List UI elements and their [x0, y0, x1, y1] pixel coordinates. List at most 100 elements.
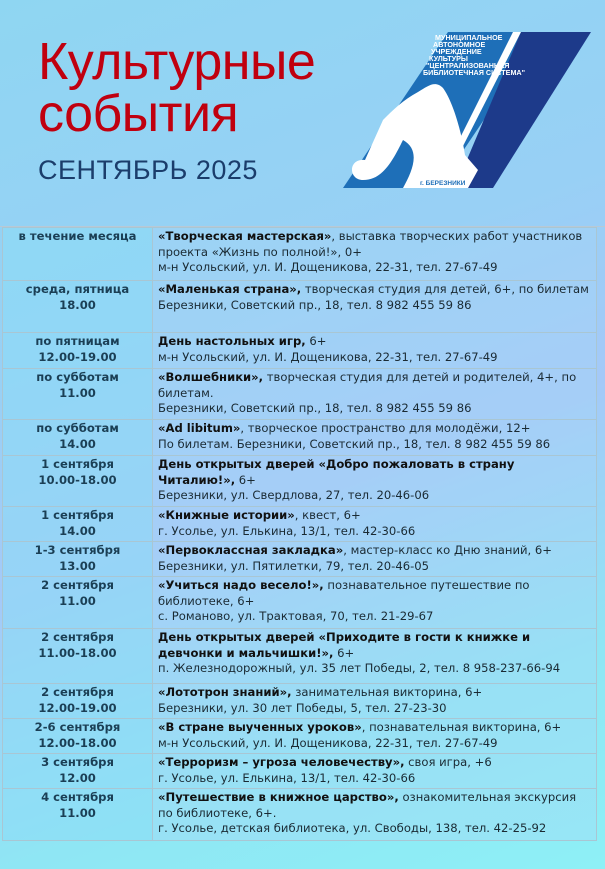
event-title: «В стране выученных уроков» — [158, 720, 362, 734]
event-date: 2 сентября — [41, 630, 114, 644]
event-time: 13.00 — [59, 558, 96, 573]
event-title: День открытых дверей «Приходите в гости … — [158, 630, 531, 660]
event-date-cell: 1 сентября 10.00-18.00 — [2, 455, 153, 507]
event-row: 4 сентября 11.00 «Путешествие в книжное … — [2, 788, 597, 841]
event-address: Березники, ул. Свердлова, 27, тел. 20-46… — [158, 488, 430, 502]
event-time: 12.00 — [59, 770, 96, 785]
event-time: 12.00-19.00 — [38, 349, 117, 364]
event-title: «Лототрон знаний», — [158, 685, 292, 699]
event-description: , выставка творческих работ участников п… — [158, 229, 583, 259]
event-address: с. Романово, ул. Трактовая, 70, тел. 21-… — [158, 609, 434, 623]
event-description: 6+ — [305, 334, 327, 348]
event-row: 1-3 сентября 13.00 «Первоклассная заклад… — [2, 541, 597, 577]
event-date-cell: 2 сентября 12.00-19.00 — [2, 683, 153, 719]
event-date-cell: среда, пятница 18.00 — [2, 280, 153, 333]
event-date-cell: 4 сентября 11.00 — [2, 788, 153, 841]
logo-text-4: КУЛЬТУРЫ — [429, 54, 468, 63]
event-address: г. Усолье, ул. Елькина, 13/1, тел. 42-30… — [158, 523, 416, 538]
event-details-cell: День открытых дверей «Приходите в гости … — [152, 628, 597, 684]
event-details-cell: «Книжные истории», квест, 6+ г. Усолье, … — [152, 506, 597, 542]
event-time: 12.00-18.00 — [38, 735, 117, 750]
event-details-cell: «Волшебники», творческая студия для дете… — [152, 368, 597, 420]
event-description: , квест, 6+ — [294, 508, 361, 522]
event-date: 1 сентября — [41, 457, 114, 471]
event-date: по субботам — [36, 421, 119, 435]
library-logo: МУНИЦИПАЛЬНОЕ АВТОНОМНОЕ УЧРЕЖДЕНИЕ КУЛЬ… — [343, 32, 591, 188]
event-time: 11.00 — [59, 385, 96, 400]
event-row: 3 сентября 12.00 «Терроризм – угроза чел… — [2, 753, 597, 789]
page-title: Культурные события — [38, 33, 316, 143]
event-time: 10.00-18.00 — [38, 472, 117, 487]
event-address: м-н Усольский, ул. И. Дощеникова, 22-31,… — [158, 349, 498, 364]
event-address: Березники, ул. 30 лет Победы, 5, тел. 27… — [158, 700, 447, 715]
event-date-cell: 1 сентября 14.00 — [2, 506, 153, 542]
event-details-cell: «Учиться надо весело!», познавательное п… — [152, 576, 597, 629]
event-time: 11.00 — [59, 593, 96, 608]
event-date-cell: 2 сентября 11.00-18.00 — [2, 628, 153, 684]
event-title: «Волшебники», — [158, 370, 264, 384]
event-description: своя игра, +6 — [404, 755, 492, 769]
event-date-cell: 2-6 сентября 12.00-18.00 — [2, 718, 153, 754]
event-row: среда, пятница 18.00 «Маленькая страна»,… — [2, 280, 597, 333]
event-date: среда, пятница — [25, 282, 130, 296]
event-date-cell: 1-3 сентября 13.00 — [2, 541, 153, 577]
event-time: 14.00 — [59, 436, 96, 451]
event-title: «Творческая мастерская» — [158, 229, 332, 243]
event-address: Березники, ул. Пятилетки, 79, тел. 20-46… — [158, 558, 430, 573]
event-address: г. Усолье, детская библиотека, ул. Свобо… — [158, 821, 547, 835]
event-row: по субботам 14.00 «Ad libitum», творческ… — [2, 419, 597, 456]
event-time: 18.00 — [59, 297, 96, 312]
event-title: «Путешествие в книжное царство», — [158, 790, 399, 804]
event-date: в течение месяца — [18, 229, 137, 243]
event-description: , творческое пространство для молодёжи, … — [240, 421, 531, 435]
event-date: 2 сентября — [41, 685, 114, 699]
event-date: 1-3 сентября — [34, 543, 121, 557]
event-address: м-н Усольский, ул. И. Дощеникова, 22-31,… — [158, 260, 498, 274]
event-row: 2 сентября 12.00-19.00 «Лототрон знаний»… — [2, 683, 597, 719]
event-address: м-н Усольский, ул. И. Дощеникова, 22-31,… — [158, 735, 498, 750]
event-title: «Терроризм – угроза человечеству», — [158, 755, 405, 769]
event-description: 6+ — [333, 645, 355, 660]
event-details-cell: День открытых дверей «Добро пожаловать в… — [152, 455, 597, 507]
event-description: , познавательная викторина, 6+ — [361, 720, 562, 734]
event-date-cell: 3 сентября 12.00 — [2, 753, 153, 789]
event-description: творческая студия для детей и родителей,… — [158, 370, 577, 400]
event-date: 1 сентября — [41, 508, 114, 522]
event-description: творческая студия для детей, 6+, по биле… — [301, 282, 589, 296]
event-date-cell: по субботам 11.00 — [2, 368, 153, 420]
event-details-cell: «Лототрон знаний», занимательная виктори… — [152, 683, 597, 719]
event-date: 2-6 сентября — [34, 720, 121, 734]
events-table: в течение месяца «Творческая мастерская»… — [2, 227, 597, 841]
event-address: По билетам. Березники, Советский пр., 18… — [158, 436, 551, 451]
event-title: День настольных игр, — [158, 334, 306, 348]
logo-text-5: "ЦЕНТРАЛИЗОВАННАЯ — [426, 61, 509, 70]
event-title: День открытых дверей «Добро пожаловать в… — [158, 457, 515, 487]
event-title: «Первоклассная закладка» — [158, 543, 344, 557]
title-line-1: Культурные — [38, 33, 316, 91]
event-row: 2 сентября 11.00 «Учиться надо весело!»,… — [2, 576, 597, 629]
event-row: по субботам 11.00 «Волшебники», творческ… — [2, 368, 597, 420]
title-line-2: события — [38, 85, 239, 143]
event-time: 11.00 — [59, 805, 96, 820]
event-date-cell: по субботам 14.00 — [2, 419, 153, 456]
event-date-cell: в течение месяца — [2, 227, 153, 281]
event-details-cell: «Творческая мастерская», выставка творче… — [152, 227, 597, 281]
logo-city: г. БЕРЕЗНИКИ — [420, 180, 466, 187]
event-date-cell: по пятницам 12.00-19.00 — [2, 332, 153, 369]
event-details-cell: «Первоклассная закладка», мастер-класс к… — [152, 541, 597, 577]
event-title: «Ad libitum» — [158, 421, 241, 435]
event-title: «Книжные истории» — [158, 508, 295, 522]
logo-text-1: МУНИЦИПАЛЬНОЕ — [435, 33, 503, 42]
event-row: 1 сентября 10.00-18.00 День открытых две… — [2, 455, 597, 507]
event-row: 2-6 сентября 12.00-18.00 «В стране выуче… — [2, 718, 597, 754]
event-details-cell: «Терроризм – угроза человечеству», своя … — [152, 753, 597, 789]
event-address: п. Железнодорожный, ул. 35 лет Победы, 2… — [158, 661, 561, 675]
event-date: 3 сентября — [41, 755, 114, 769]
event-address: Березники, Советский пр., 18, тел. 8 982… — [158, 401, 472, 415]
logo-text-2: АВТОНОМНОЕ — [433, 40, 485, 49]
event-date-cell: 2 сентября 11.00 — [2, 576, 153, 629]
event-description: занимательная викторина, 6+ — [291, 685, 483, 699]
event-description: познавательное путешествие по библиотеке… — [158, 578, 530, 608]
event-details-cell: День настольных игр, 6+ м-н Усольский, у… — [152, 332, 597, 369]
event-date: 4 сентября — [41, 790, 114, 804]
